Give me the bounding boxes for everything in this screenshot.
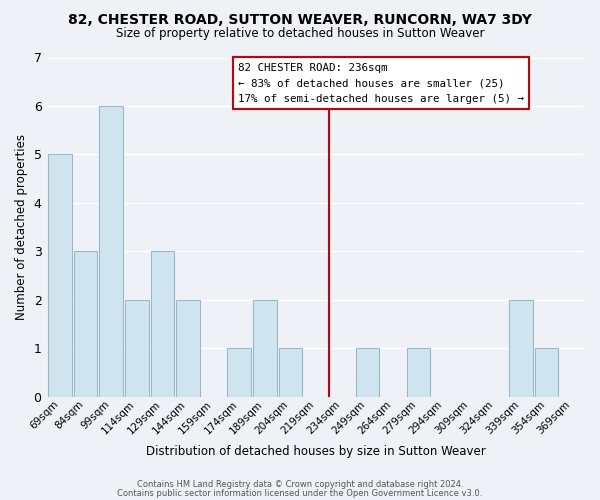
Bar bbox=[176, 300, 200, 396]
Y-axis label: Number of detached properties: Number of detached properties bbox=[15, 134, 28, 320]
Bar bbox=[100, 106, 123, 397]
Bar bbox=[356, 348, 379, 397]
Bar bbox=[535, 348, 559, 397]
Text: Contains HM Land Registry data © Crown copyright and database right 2024.: Contains HM Land Registry data © Crown c… bbox=[137, 480, 463, 489]
Bar bbox=[278, 348, 302, 397]
Text: 82 CHESTER ROAD: 236sqm
← 83% of detached houses are smaller (25)
17% of semi-de: 82 CHESTER ROAD: 236sqm ← 83% of detache… bbox=[238, 62, 524, 104]
Text: 82, CHESTER ROAD, SUTTON WEAVER, RUNCORN, WA7 3DY: 82, CHESTER ROAD, SUTTON WEAVER, RUNCORN… bbox=[68, 12, 532, 26]
Bar bbox=[227, 348, 251, 397]
Bar bbox=[253, 300, 277, 396]
Bar bbox=[151, 251, 174, 396]
X-axis label: Distribution of detached houses by size in Sutton Weaver: Distribution of detached houses by size … bbox=[146, 444, 486, 458]
Text: Size of property relative to detached houses in Sutton Weaver: Size of property relative to detached ho… bbox=[116, 28, 484, 40]
Bar bbox=[125, 300, 149, 396]
Bar bbox=[74, 251, 97, 396]
Bar bbox=[509, 300, 533, 396]
Text: Contains public sector information licensed under the Open Government Licence v3: Contains public sector information licen… bbox=[118, 488, 482, 498]
Bar bbox=[48, 154, 72, 396]
Bar bbox=[407, 348, 430, 397]
